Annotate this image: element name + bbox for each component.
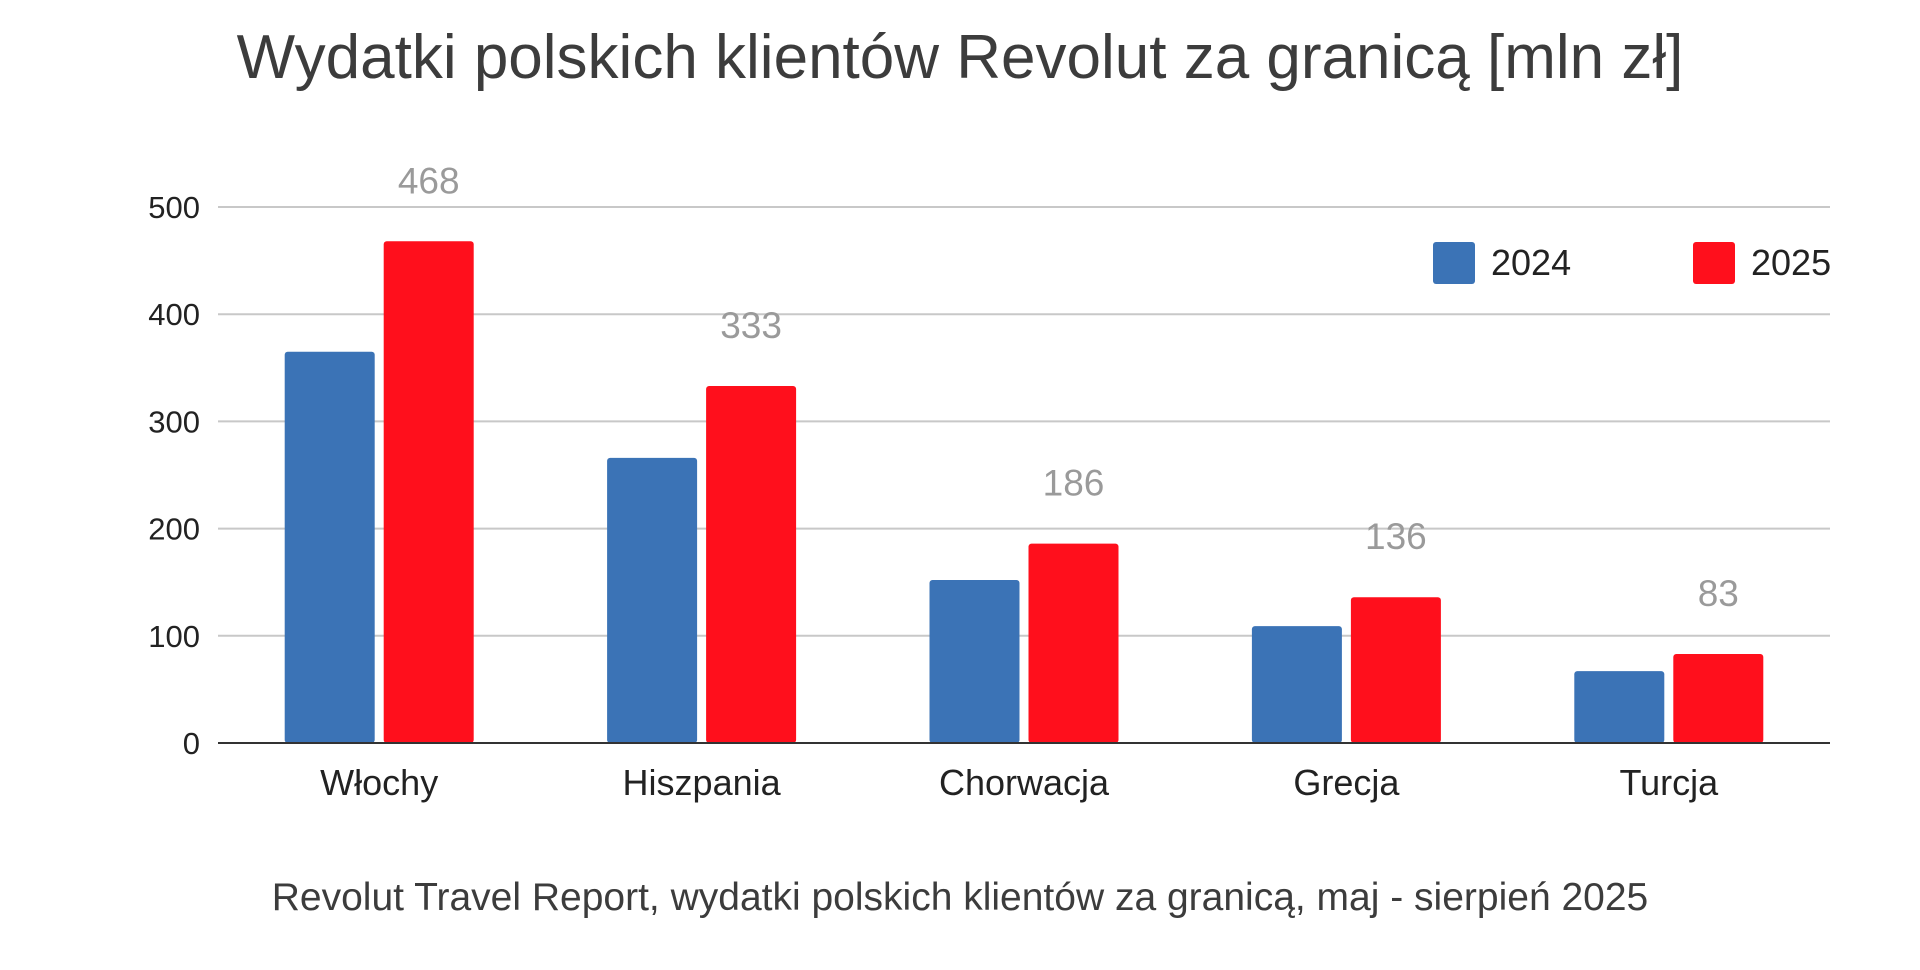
y-tick-label: 200 — [148, 512, 200, 547]
bar-2025-Grecja — [1350, 597, 1441, 743]
bar-2025-Turcja — [1673, 654, 1764, 743]
chart-caption: Revolut Travel Report, wydatki polskich … — [271, 876, 1649, 919]
x-tick-label: Hiszpania — [623, 762, 782, 803]
bar-2024-Grecja — [1251, 626, 1342, 743]
chart-title: Wydatki polskich klientów Revolut za gra… — [236, 23, 1684, 92]
bar-2025-Chorwacja — [1028, 543, 1119, 743]
data-label: 333 — [720, 305, 782, 346]
y-axis-ticks: 0 100 200 300 400 500 — [148, 190, 200, 761]
data-label: 186 — [1043, 463, 1105, 504]
y-tick-label: 100 — [148, 619, 200, 654]
bar-2024-Hiszpania — [607, 457, 698, 743]
x-tick-label: Turcja — [1619, 762, 1719, 803]
y-tick-label: 0 — [183, 726, 200, 761]
legend-swatch — [1433, 242, 1475, 284]
gridlines — [218, 206, 1830, 637]
bar-2025-Hiszpania — [706, 386, 797, 743]
data-labels: 468 333 186 136 83 — [398, 160, 1739, 614]
legend: 2024 2025 — [1433, 242, 1831, 284]
bar-2024-Turcja — [1574, 671, 1665, 743]
data-label: 136 — [1365, 516, 1427, 557]
bar-2024-Włochy — [284, 351, 375, 743]
y-tick-label: 300 — [148, 404, 200, 439]
legend-swatch — [1693, 242, 1735, 284]
x-axis-ticks: Włochy Hiszpania Chorwacja Grecja Turcja — [320, 762, 1719, 803]
y-tick-label: 500 — [148, 190, 200, 225]
data-label: 83 — [1698, 573, 1739, 614]
legend-label: 2025 — [1751, 242, 1831, 283]
bar-2024-Chorwacja — [929, 580, 1020, 743]
bar-2025-Włochy — [383, 241, 474, 743]
data-label: 468 — [398, 160, 460, 201]
bars — [284, 241, 1764, 743]
y-tick-label: 400 — [148, 297, 200, 332]
legend-label: 2024 — [1491, 242, 1571, 283]
x-tick-label: Włochy — [320, 762, 438, 803]
x-tick-label: Chorwacja — [939, 762, 1110, 803]
x-tick-label: Grecja — [1293, 762, 1400, 803]
